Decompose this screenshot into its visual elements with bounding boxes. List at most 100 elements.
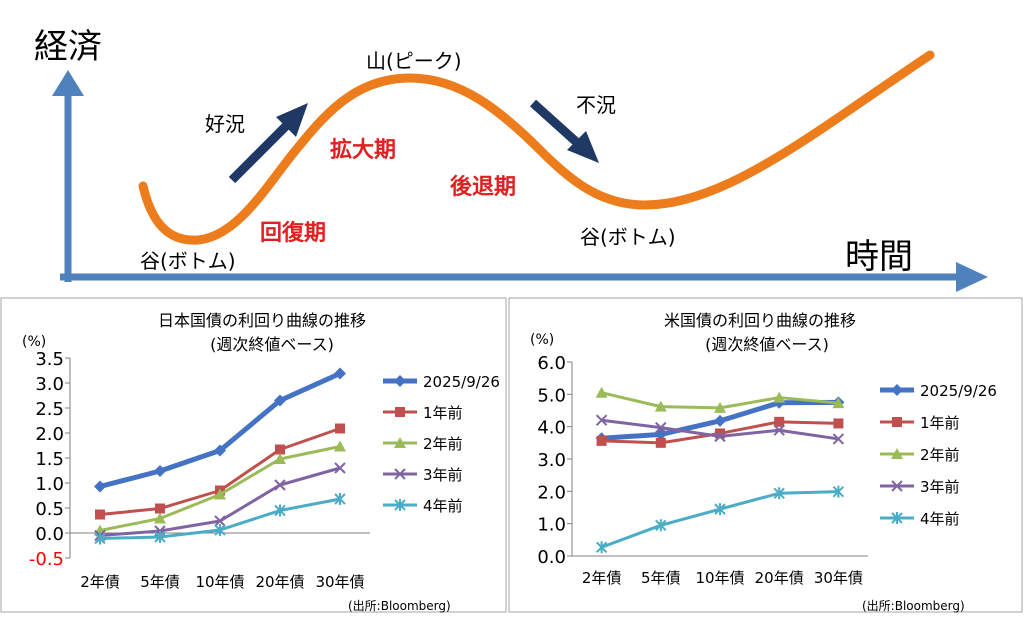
series-3 xyxy=(94,440,346,536)
legend-label: 2025/9/26 xyxy=(920,382,997,400)
source-note: (出所:Bloomberg) xyxy=(348,599,451,613)
data-point xyxy=(155,503,165,514)
legend-marker xyxy=(394,499,406,511)
data-point xyxy=(274,453,286,464)
legend-entry: 2025/9/26 xyxy=(880,382,997,400)
y-tick-label: 3.5 xyxy=(35,349,64,370)
x-tick-label: 10年債 xyxy=(695,569,744,587)
legend-marker xyxy=(892,417,902,427)
data-point xyxy=(275,444,285,455)
x-tick-label: 20年債 xyxy=(255,573,304,591)
data-point xyxy=(832,433,845,445)
data-point xyxy=(94,532,106,545)
data-point xyxy=(655,437,666,448)
y-tick-labels: 3.5 3.0 2.5 2.0 1.5 1.0 0.5 0.0 -0.5 xyxy=(29,349,64,570)
legend-marker xyxy=(891,384,903,396)
legend-label: 2年前 xyxy=(423,435,463,453)
x-tick-labels: 2年債 5年債 10年債 20年債 30年債 xyxy=(582,569,863,587)
chart-border xyxy=(508,297,1023,613)
x-tick-label: 10年債 xyxy=(195,573,244,591)
data-point xyxy=(95,509,105,520)
down-trend-arrow xyxy=(529,99,599,163)
legend-label: 3年前 xyxy=(423,466,463,484)
series-layer xyxy=(595,386,845,554)
data-point xyxy=(94,480,106,493)
series-5 xyxy=(94,493,346,545)
data-point xyxy=(774,416,785,427)
series-layer xyxy=(94,367,346,545)
peak-label: 山(ピーク) xyxy=(366,49,462,73)
legend-marker xyxy=(394,468,406,480)
data-point xyxy=(655,421,667,434)
legend: 2025/9/26 1年前 2年前 3年前 4年前 xyxy=(383,373,500,515)
business-cycle-curve xyxy=(138,50,935,245)
y-axis-label: 経済 xyxy=(34,27,102,67)
y-tick-label: 1.0 xyxy=(35,474,64,495)
trough-right-label: 谷(ボトム) xyxy=(580,225,676,249)
jgb-yield-chart: 日本国債の利回り曲線の推移 (週次終値ベース) (%) (出所:Bloomber… xyxy=(0,297,507,613)
y-tick-label: 6.0 xyxy=(537,353,566,374)
chart-subtitle: (週次終値ベース) xyxy=(705,335,829,354)
data-point xyxy=(214,524,226,536)
series-1 xyxy=(94,367,346,493)
contraction-phase-label: 後退期 xyxy=(450,174,516,200)
legend-entry: 2年前 xyxy=(383,435,463,453)
data-point xyxy=(214,444,226,457)
chart-border xyxy=(0,297,507,613)
source-note: (出所:Bloomberg) xyxy=(862,599,965,613)
x-tick-label: 2年債 xyxy=(80,573,120,591)
series-4 xyxy=(595,414,845,445)
data-point xyxy=(335,423,345,434)
legend-marker xyxy=(891,448,903,459)
x-tick-label: 20年債 xyxy=(755,569,804,587)
data-point xyxy=(274,479,286,491)
y-tick-label: 5.0 xyxy=(537,385,566,406)
data-point xyxy=(773,424,785,436)
legend-entry: 3年前 xyxy=(383,466,463,484)
y-tick-label: 2.0 xyxy=(35,424,64,445)
data-point xyxy=(595,414,608,426)
y-tick-label: 3.0 xyxy=(537,450,566,471)
recession-label: 不況 xyxy=(576,93,616,117)
data-point xyxy=(714,401,726,413)
legend-label: 3年前 xyxy=(920,478,960,496)
y-axis-unit: (%) xyxy=(22,334,46,350)
legend-marker xyxy=(394,437,406,448)
data-point xyxy=(154,531,166,543)
y-tick-label: 2.0 xyxy=(537,482,566,503)
y-tick-label: 1.5 xyxy=(35,449,64,470)
up-trend-arrow xyxy=(228,103,308,184)
x-tick-label: 2年債 xyxy=(582,569,622,587)
legend-marker xyxy=(395,407,405,417)
legend-label: 1年前 xyxy=(920,414,960,432)
y-tick-label: 1.0 xyxy=(537,515,566,536)
data-point xyxy=(595,541,608,554)
y-tick-label: 3.0 xyxy=(35,374,64,395)
recovery-phase-label: 回復期 xyxy=(260,220,326,246)
ust-yield-chart: 米国債の利回り曲線の推移 (週次終値ベース) (%) (出所:Bloomberg… xyxy=(508,297,1023,613)
data-point xyxy=(334,493,346,505)
x-tick-label: 30年債 xyxy=(315,573,364,591)
expansion-phase-label: 拡大期 xyxy=(330,138,396,163)
legend-marker xyxy=(394,375,406,387)
axes xyxy=(567,361,868,557)
data-point xyxy=(833,418,844,429)
legend-marker xyxy=(891,480,903,492)
legend-entry: 1年前 xyxy=(383,404,463,422)
data-point xyxy=(596,435,607,446)
data-point xyxy=(832,485,845,498)
series-5 xyxy=(595,485,845,554)
legend-label: 2年前 xyxy=(920,446,960,464)
trough-left-label: 谷(ボトム) xyxy=(140,249,236,273)
chart-title: 日本国債の利回り曲線の推移 xyxy=(158,311,366,330)
chart-title: 米国債の利回り曲線の推移 xyxy=(664,311,856,330)
data-point xyxy=(154,512,166,524)
data-point xyxy=(154,465,166,477)
legend-label: 4年前 xyxy=(423,497,463,515)
data-point xyxy=(274,394,286,407)
legend-entry: 2年前 xyxy=(880,446,960,464)
data-point xyxy=(334,462,346,474)
series-3 xyxy=(595,386,845,413)
legend-entry: 2025/9/26 xyxy=(383,373,500,391)
